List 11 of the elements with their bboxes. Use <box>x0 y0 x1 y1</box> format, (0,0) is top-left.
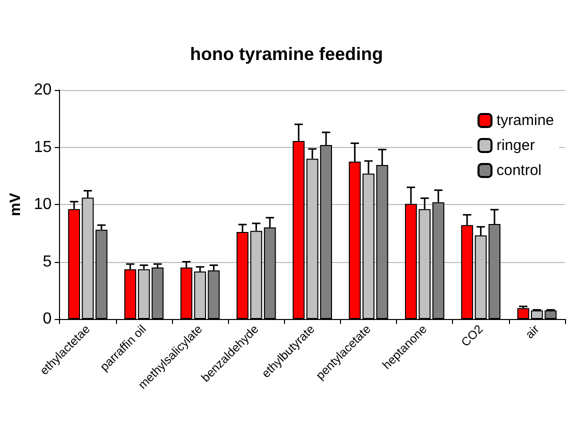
y-tick-label: 5 <box>42 253 52 270</box>
y-tick-label: 0 <box>42 310 52 328</box>
y-tick-label: 15 <box>34 138 52 156</box>
x-tick-label: air <box>522 322 542 342</box>
y-axis-title: mV <box>7 192 24 216</box>
chart-title: hono tyramine feeding <box>190 44 384 64</box>
legend-label: control <box>496 162 542 179</box>
legend-label: tyramine <box>496 112 554 129</box>
y-tick-label: 10 <box>34 196 52 213</box>
y-tick-label: 20 <box>34 82 52 98</box>
legend-label: ringer <box>496 137 535 154</box>
